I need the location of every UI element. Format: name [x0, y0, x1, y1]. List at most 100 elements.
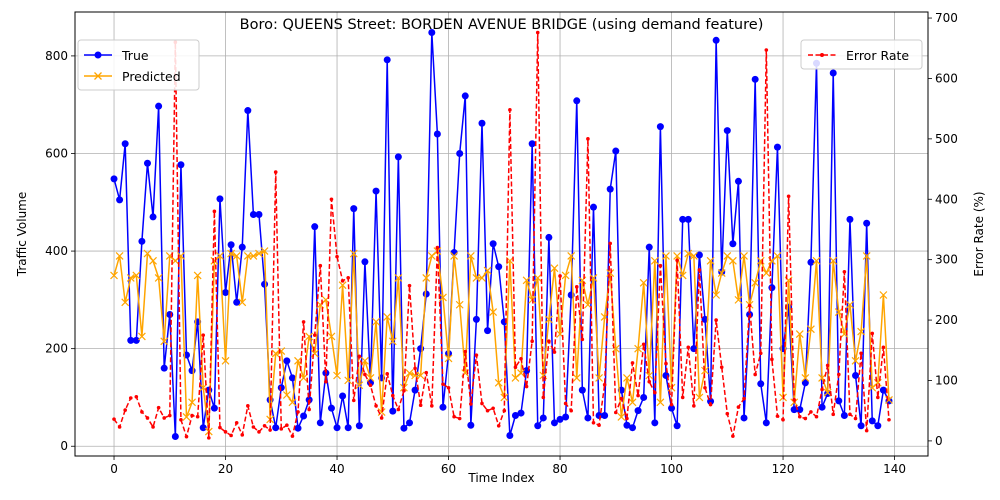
true-point	[478, 120, 485, 127]
true-point	[400, 425, 407, 432]
error-rate-point	[385, 372, 389, 376]
error-rate-point	[748, 304, 752, 308]
x-tick-label: 140	[883, 462, 906, 476]
error-rate-point	[352, 399, 356, 403]
true-point	[111, 175, 118, 182]
true-point	[841, 412, 848, 419]
error-rate-point	[508, 108, 512, 112]
true-point	[317, 419, 324, 426]
error-rate-point	[224, 430, 228, 434]
error-rate-point	[798, 415, 802, 419]
true-point	[835, 397, 842, 404]
error-rate-point	[776, 414, 780, 418]
error-rate-point	[686, 345, 690, 349]
true-point	[601, 412, 608, 419]
true-point	[361, 258, 368, 265]
true-point	[311, 223, 318, 230]
true-point	[540, 414, 547, 421]
true-point	[763, 419, 770, 426]
true-point	[166, 311, 173, 318]
error-rate-point	[597, 423, 601, 427]
true-point	[657, 123, 664, 130]
true-point	[685, 216, 692, 223]
legend-true-label: True	[121, 48, 149, 63]
error-rate-point	[720, 365, 724, 369]
error-rate-point	[140, 410, 144, 414]
true-point	[757, 380, 764, 387]
error-rate-point	[636, 394, 640, 398]
y-right-tick-label: 300	[935, 253, 958, 267]
error-rate-point	[887, 418, 891, 422]
error-rate-point	[369, 384, 373, 388]
error-rate-point	[358, 355, 362, 359]
true-point	[635, 407, 642, 414]
error-rate-point	[698, 268, 702, 272]
error-rate-point	[742, 397, 746, 401]
error-rate-point	[235, 421, 239, 425]
error-rate-point	[670, 403, 674, 407]
error-rate-point	[402, 389, 406, 393]
true-point	[612, 148, 619, 155]
error-rate-point	[374, 404, 378, 408]
true-point	[350, 205, 357, 212]
x-tick-label: 0	[110, 462, 118, 476]
true-point	[172, 433, 179, 440]
true-point	[467, 422, 474, 429]
error-rate-point	[240, 433, 244, 437]
y-right-tick-label: 200	[935, 313, 958, 327]
error-rate-point	[620, 397, 624, 401]
x-tick-label: 60	[441, 462, 456, 476]
error-rate-point	[820, 388, 824, 392]
y-axis-title-right: Error Rate (%)	[972, 191, 986, 276]
error-rate-point	[659, 264, 663, 268]
true-point	[529, 140, 536, 147]
y-axis-title-left: Traffic Volume	[15, 192, 29, 278]
true-point	[189, 367, 196, 374]
true-point	[339, 392, 346, 399]
true-point	[462, 92, 469, 99]
true-point	[490, 240, 497, 247]
error-rate-point	[826, 364, 830, 368]
error-rate-point	[603, 383, 607, 387]
error-rate-point	[530, 339, 534, 343]
true-point	[200, 424, 207, 431]
true-point	[830, 69, 837, 76]
error-rate-point	[463, 350, 467, 354]
error-rate-point	[151, 425, 155, 429]
true-point	[439, 404, 446, 411]
error-rate-point	[731, 434, 735, 438]
error-rate-point	[564, 402, 568, 406]
true-point	[150, 213, 157, 220]
true-point	[272, 424, 279, 431]
true-point	[116, 196, 123, 203]
true-point	[729, 240, 736, 247]
true-point	[395, 153, 402, 160]
error-rate-point	[285, 423, 289, 427]
true-point	[724, 127, 731, 134]
true-point	[858, 422, 865, 429]
true-point	[534, 422, 541, 429]
error-rate-point	[419, 403, 423, 407]
error-rate-point	[631, 361, 635, 365]
y-left-tick-label: 200	[45, 342, 68, 356]
true-point	[735, 178, 742, 185]
true-point	[651, 419, 658, 426]
error-rate-point	[341, 279, 345, 283]
true-point	[713, 37, 720, 44]
legend-true-marker	[95, 52, 102, 59]
true-point	[384, 56, 391, 63]
y-right-tick-label: 400	[935, 192, 958, 206]
error-rate-point	[502, 409, 506, 413]
true-point	[506, 432, 513, 439]
true-point	[406, 419, 413, 426]
true-point	[283, 357, 290, 364]
error-rate-point	[201, 333, 205, 337]
error-rate-point	[581, 338, 585, 342]
y-left-tick-label: 600	[45, 146, 68, 160]
error-rate-point	[770, 358, 774, 362]
y-right-tick-label: 700	[935, 11, 958, 25]
error-rate-point	[218, 426, 222, 430]
error-rate-point	[168, 414, 172, 418]
true-point	[545, 234, 552, 241]
error-rate-point	[458, 417, 462, 421]
